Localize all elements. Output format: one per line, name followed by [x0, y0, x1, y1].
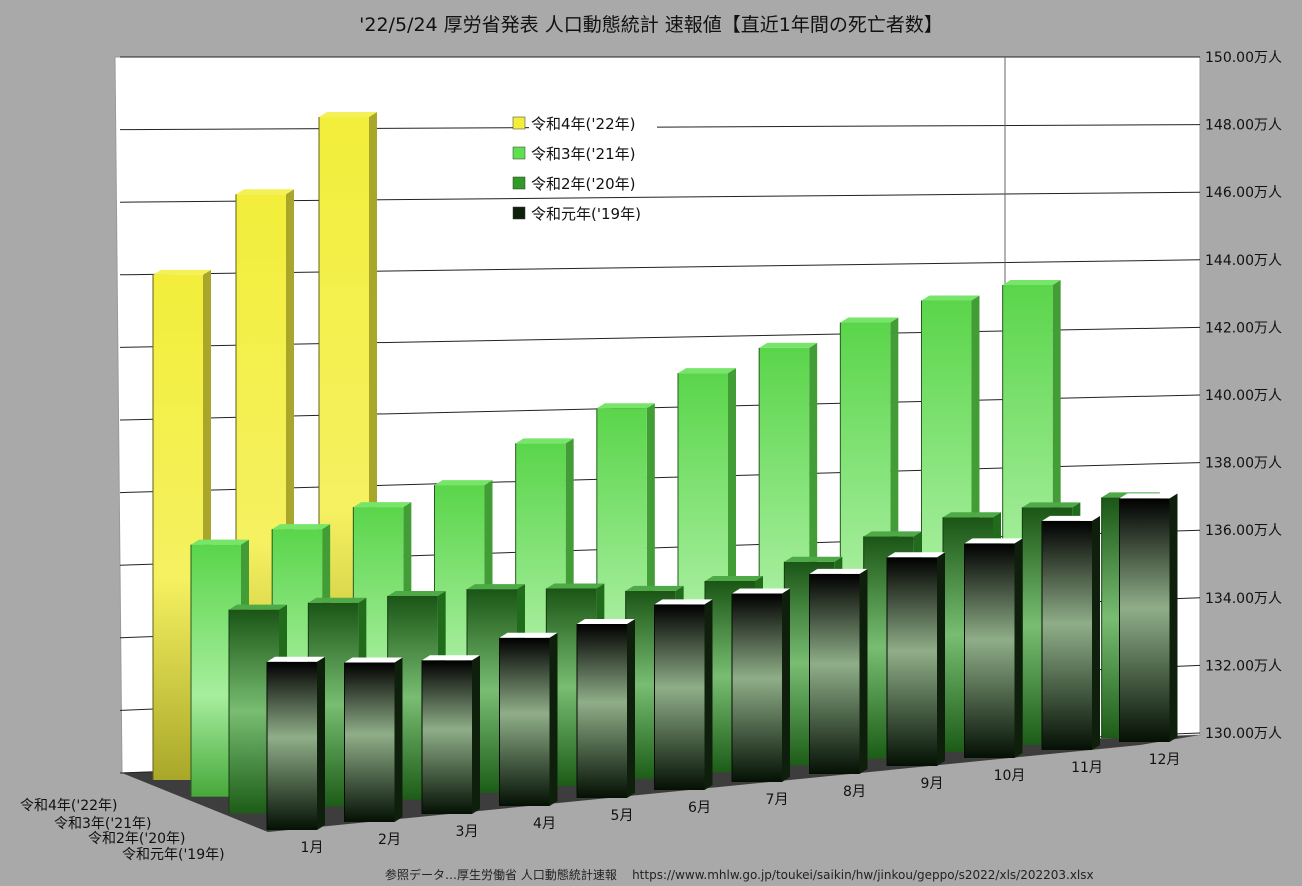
x-tick-label: 2月	[378, 832, 401, 848]
y-tick-label: 146.00万人	[1205, 185, 1282, 201]
gridline	[119, 191, 1201, 203]
source-note: 参照データ…厚生労働省 人口動態統計速報 https://www.mhlw.go…	[385, 868, 1094, 882]
series-row	[266, 493, 1178, 830]
x-tick-label: 10月	[994, 768, 1026, 784]
legend-label-bg	[529, 113, 657, 133]
y-tick-label: 136.00万人	[1205, 523, 1282, 539]
legend-item: 令和4年('22年)	[512, 113, 657, 133]
x-tick-label: 4月	[533, 816, 556, 832]
legend: 令和4年('22年) 令和3年('21年) 令和2年('20年) 令和元年('19年)	[512, 113, 657, 223]
gridline	[119, 124, 1201, 131]
legend-swatch	[512, 206, 526, 220]
x-tick-label: 7月	[766, 792, 789, 808]
chart-title: '22/5/24 厚労省発表 人口動態統計 速報値【直近1年間の死亡者数】	[359, 14, 943, 36]
bar	[421, 655, 480, 814]
legend-label-bg	[529, 143, 657, 163]
x-tick-label: 12月	[1149, 752, 1181, 768]
y-tick-label: 144.00万人	[1205, 253, 1282, 269]
bar	[344, 657, 403, 822]
legend-label: 令和4年('22年)	[531, 115, 635, 133]
x-tick-label: 5月	[611, 808, 634, 824]
y-axis: 130.00万人 132.00万人 134.00万人 136.00万人 138.00万人…	[1205, 50, 1282, 742]
depth-tick-label: 令和3年('21年)	[54, 816, 152, 832]
bar	[886, 552, 945, 766]
legend-swatch	[512, 176, 526, 190]
y-tick-label: 140.00万人	[1205, 388, 1282, 404]
legend-swatch	[512, 146, 526, 160]
legend-label: 令和元年('19年)	[531, 205, 641, 223]
x-tick-label: 8月	[843, 784, 866, 800]
x-tick-label: 6月	[688, 800, 711, 816]
gridline	[119, 259, 1201, 276]
legend-item: 令和元年('19年)	[512, 203, 657, 223]
legend-label-bg	[529, 173, 657, 193]
legend-label-bg	[529, 203, 657, 223]
depth-tick-label: 令和4年('22年)	[20, 798, 118, 814]
depth-axis: 令和4年('22年) 令和3年('21年)令和2年('20年)令和元年('19年)	[20, 798, 225, 863]
y-tick-label: 148.00万人	[1205, 118, 1282, 134]
bar	[809, 568, 868, 774]
bar	[654, 599, 713, 790]
legend-label: 令和2年('20年)	[531, 175, 635, 193]
depth-tick-label: 令和2年('20年)	[88, 831, 186, 847]
y-tick-label: 134.00万人	[1205, 591, 1282, 607]
x-tick-label: 3月	[456, 824, 479, 840]
x-tick-label: 11月	[1071, 760, 1103, 776]
bar	[731, 588, 790, 782]
bar	[964, 538, 1023, 758]
bar	[576, 619, 635, 798]
depth-tick-label: 令和元年('19年)	[122, 847, 225, 863]
bar	[499, 632, 558, 806]
bar	[266, 656, 325, 830]
x-tick-label: 1月	[301, 840, 324, 856]
y-tick-label: 138.00万人	[1205, 456, 1282, 472]
legend-label: 令和3年('21年)	[531, 145, 635, 163]
legend-swatch	[512, 116, 526, 130]
y-tick-label: 130.00万人	[1205, 726, 1282, 742]
y-tick-label: 132.00万人	[1205, 658, 1282, 674]
y-tick-label: 150.00万人	[1205, 50, 1282, 66]
y-tick-label: 142.00万人	[1205, 320, 1282, 336]
bars-layer	[152, 112, 1178, 830]
legend-item: 令和2年('20年)	[512, 173, 657, 193]
bar	[1119, 493, 1178, 742]
x-axis: 1月 2月 3月 4月 5月 6月 7月 8月 9月 10月 11月 12月	[301, 752, 1181, 856]
legend-item: 令和3年('21年)	[512, 143, 657, 163]
x-tick-label: 9月	[921, 776, 944, 792]
bar	[1041, 515, 1100, 750]
